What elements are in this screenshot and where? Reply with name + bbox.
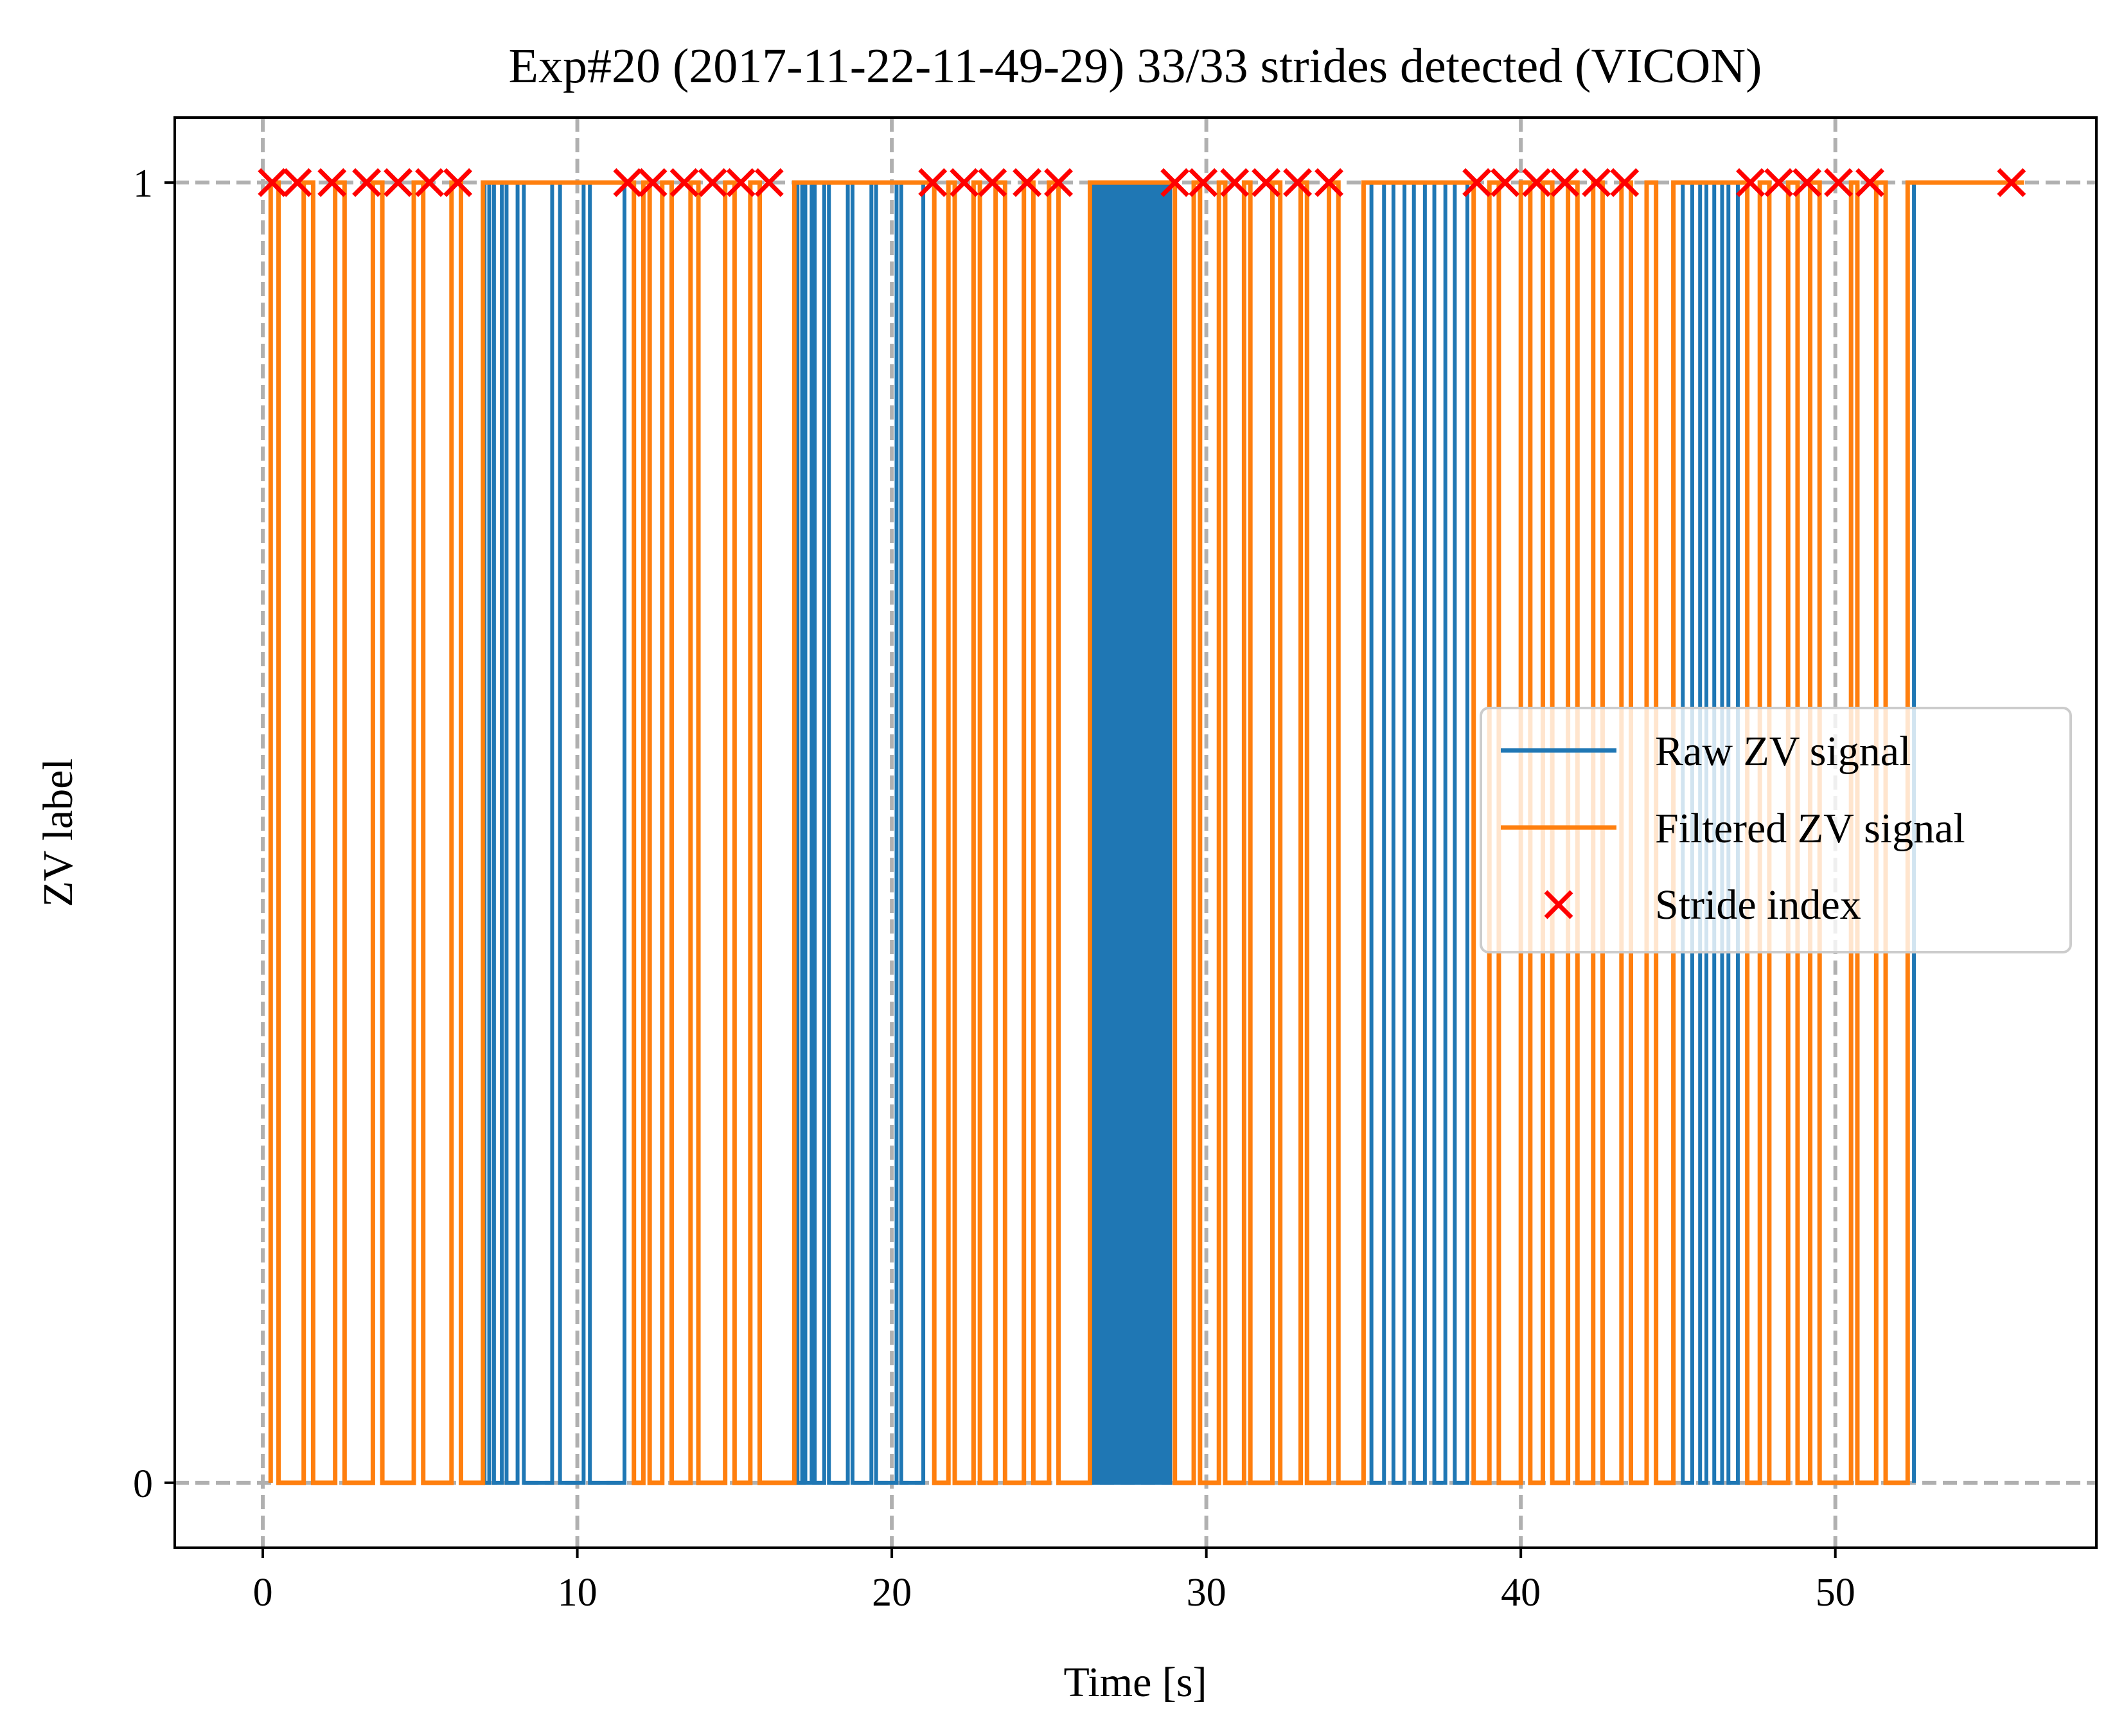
x-tick-label: 40 bbox=[1501, 1571, 1541, 1615]
legend-stride-cross bbox=[1544, 890, 1573, 919]
x-tick-label: 50 bbox=[1816, 1571, 1855, 1615]
stride-marker bbox=[317, 168, 347, 197]
stride-marker bbox=[698, 168, 727, 197]
stride-marker-stroke bbox=[613, 168, 642, 197]
stride-marker-stroke bbox=[1044, 168, 1074, 197]
stride-marker bbox=[415, 168, 444, 197]
stride-marker-stroke bbox=[443, 168, 473, 197]
stride-marker-stroke bbox=[1582, 168, 1611, 197]
stride-marker-stroke bbox=[1160, 168, 1190, 197]
stride-marker bbox=[978, 168, 1007, 197]
legend-filtered-label: Filtered ZV signal bbox=[1655, 805, 1965, 852]
stride-marker-stroke bbox=[384, 168, 413, 197]
stride-marker bbox=[1220, 168, 1250, 197]
stride-marker bbox=[1189, 168, 1218, 197]
stride-marker-stroke bbox=[1491, 168, 1520, 197]
stride-marker-stroke bbox=[1610, 168, 1640, 197]
stride-marker-stroke bbox=[638, 168, 668, 197]
stride-marker-stroke bbox=[1736, 168, 1765, 197]
stride-marker-stroke bbox=[1462, 168, 1492, 197]
stride-marker bbox=[754, 168, 784, 197]
stride-marker-stroke bbox=[1764, 168, 1794, 197]
stride-marker bbox=[638, 168, 668, 197]
stride-marker-stroke bbox=[1189, 168, 1218, 197]
stride-marker-stroke bbox=[1252, 168, 1281, 197]
stride-marker bbox=[352, 168, 382, 197]
stride-marker bbox=[1160, 168, 1190, 197]
stride-marker-stroke bbox=[415, 168, 444, 197]
stride-marker bbox=[1610, 168, 1640, 197]
stride-marker bbox=[918, 168, 948, 197]
stride-marker-stroke bbox=[1013, 168, 1042, 197]
stride-marker-stroke bbox=[283, 168, 312, 197]
x-tick-label: 0 bbox=[253, 1571, 273, 1615]
stride-marker-stroke bbox=[698, 168, 727, 197]
x-axis-ticks: 0 10 20 30 40 50 bbox=[253, 1548, 1855, 1615]
stride-marker-stroke bbox=[1314, 168, 1344, 197]
stride-marker bbox=[1736, 168, 1765, 197]
x-tick-label: 30 bbox=[1187, 1571, 1226, 1615]
stride-marker bbox=[669, 168, 699, 197]
stride-marker bbox=[1824, 168, 1854, 197]
stride-marker-stroke bbox=[317, 168, 347, 197]
stride-marker-stroke bbox=[1220, 168, 1250, 197]
plot-frame bbox=[173, 116, 2098, 1549]
y-axis-ticks: 01 bbox=[133, 162, 175, 1506]
y-tick-label: 1 bbox=[133, 162, 153, 206]
chart-title: Exp#20 (2017-11-22-11-49-29) 33/33 strid… bbox=[509, 39, 1762, 93]
stride-marker-stroke bbox=[1855, 168, 1885, 197]
stride-marker bbox=[1550, 168, 1580, 197]
x-axis-label: Time [s] bbox=[1063, 1659, 1207, 1706]
stride-marker bbox=[1044, 168, 1074, 197]
stride-marker-stroke bbox=[1792, 168, 1822, 197]
stride-marker-stroke bbox=[1544, 890, 1573, 919]
stride-marker bbox=[1314, 168, 1344, 197]
stride-marker bbox=[1582, 168, 1611, 197]
legend: Raw ZV signal Filtered ZV signal Stride … bbox=[1480, 707, 2072, 953]
stride-marker bbox=[1764, 168, 1794, 197]
stride-marker-stroke bbox=[754, 168, 784, 197]
y-tick-label: 0 bbox=[133, 1462, 153, 1506]
legend-raw-label: Raw ZV signal bbox=[1655, 728, 1911, 775]
stride-marker bbox=[258, 168, 287, 197]
x-tick-label: 20 bbox=[872, 1571, 912, 1615]
stride-marker bbox=[613, 168, 642, 197]
stride-marker-stroke bbox=[258, 168, 287, 197]
stride-marker-stroke bbox=[1997, 168, 2026, 197]
stride-marker bbox=[1252, 168, 1281, 197]
stride-marker bbox=[1792, 168, 1822, 197]
stride-marker-stroke bbox=[1550, 168, 1580, 197]
stride-marker bbox=[283, 168, 312, 197]
stride-marker-stroke bbox=[950, 168, 979, 197]
stride-marker bbox=[1491, 168, 1520, 197]
stride-marker bbox=[1997, 168, 2026, 197]
y-axis-label: ZV label bbox=[35, 758, 82, 907]
stride-marker-stroke bbox=[1824, 168, 1854, 197]
stride-marker-stroke bbox=[726, 168, 756, 197]
stride-marker bbox=[1013, 168, 1042, 197]
stride-marker bbox=[726, 168, 756, 197]
stride-marker bbox=[1462, 168, 1492, 197]
stride-marker bbox=[384, 168, 413, 197]
stride-marker-stroke bbox=[1283, 168, 1313, 197]
stride-marker bbox=[1283, 168, 1313, 197]
stride-marker bbox=[1522, 168, 1552, 197]
legend-stride-marker bbox=[1544, 890, 1573, 919]
stride-marker-stroke bbox=[352, 168, 382, 197]
filtered-zv-series bbox=[268, 180, 2024, 1485]
legend-stride-label: Stride index bbox=[1655, 881, 1861, 928]
stride-marker-stroke bbox=[918, 168, 948, 197]
stride-marker bbox=[443, 168, 473, 197]
legend-box bbox=[1480, 707, 2072, 953]
stride-marker bbox=[1855, 168, 1885, 197]
stride-marker-stroke bbox=[1522, 168, 1552, 197]
stride-marker-stroke bbox=[978, 168, 1007, 197]
stride-marker-stroke bbox=[669, 168, 699, 197]
stride-markers bbox=[258, 168, 2026, 197]
stride-marker bbox=[950, 168, 979, 197]
filtered-zv-line bbox=[268, 180, 2024, 1485]
x-tick-label: 10 bbox=[558, 1571, 597, 1615]
